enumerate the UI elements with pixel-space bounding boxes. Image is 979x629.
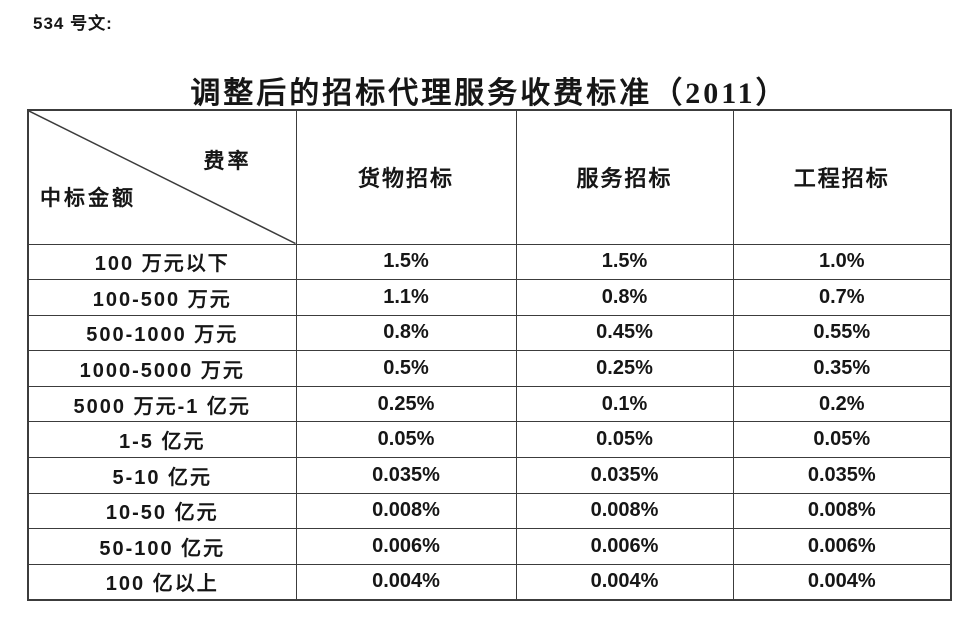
row-label: 500-1000 万元 xyxy=(27,314,297,352)
fee-value-cell: 1.5% xyxy=(295,243,517,281)
fee-value-cell: 0.004% xyxy=(515,563,734,601)
fee-value-cell: 0.008% xyxy=(295,492,517,530)
row-label: 1000-5000 万元 xyxy=(27,350,297,387)
fee-value-cell: 0.7% xyxy=(732,279,952,316)
row-label: 100 亿以上 xyxy=(27,563,297,601)
column-header: 工程招标 xyxy=(732,109,952,245)
row-label: 5000 万元-1 亿元 xyxy=(27,385,297,423)
fee-value-cell: 0.5% xyxy=(295,350,517,387)
table-row: 500-1000 万元 0.8% 0.45% 0.55% xyxy=(27,314,952,352)
fee-value-cell: 0.05% xyxy=(295,421,517,459)
table-row: 10-50 亿元 0.008% 0.008% 0.008% xyxy=(27,492,952,530)
fee-value-cell: 0.05% xyxy=(515,421,734,459)
column-header: 服务招标 xyxy=(515,109,734,245)
table-row: 100-500 万元 1.1% 0.8% 0.7% xyxy=(27,279,952,316)
table-row: 1000-5000 万元 0.5% 0.25% 0.35% xyxy=(27,350,952,387)
fee-value-cell: 0.8% xyxy=(515,279,734,316)
row-label: 50-100 亿元 xyxy=(27,528,297,565)
fee-value-cell: 0.006% xyxy=(732,528,952,565)
fee-value-cell: 0.035% xyxy=(732,457,952,494)
fee-value-cell: 0.004% xyxy=(295,563,517,601)
fee-value-cell: 0.1% xyxy=(515,385,734,423)
row-label: 10-50 亿元 xyxy=(27,492,297,530)
fee-value-cell: 0.006% xyxy=(295,528,517,565)
table-row: 50-100 亿元 0.006% 0.006% 0.006% xyxy=(27,528,952,565)
corner-cell: 费率 中标金额 xyxy=(27,109,297,245)
page-title: 调整后的招标代理服务收费标准（2011） xyxy=(190,77,789,111)
fee-value-cell: 0.008% xyxy=(515,492,734,530)
column-header: 货物招标 xyxy=(295,109,517,245)
fee-value-cell: 0.25% xyxy=(295,385,517,423)
fee-value-cell: 1.1% xyxy=(295,279,517,316)
diagonal-divider-line xyxy=(29,111,296,244)
fee-value-cell: 0.035% xyxy=(295,457,517,494)
doc-number: 534 号文: xyxy=(33,14,113,33)
fee-value-cell: 0.25% xyxy=(515,350,734,387)
table-row: 100 亿以上 0.004% 0.004% 0.004% xyxy=(27,563,952,601)
table-row: 5000 万元-1 亿元 0.25% 0.1% 0.2% xyxy=(27,385,952,423)
fee-value-cell: 0.35% xyxy=(732,350,952,387)
header-row: 费率 中标金额 货物招标 服务招标 工程招标 xyxy=(27,109,952,245)
fee-value-cell: 0.004% xyxy=(732,563,952,601)
row-label: 100 万元以下 xyxy=(27,243,297,281)
fee-value-cell: 0.55% xyxy=(732,314,952,352)
fee-value-cell: 0.8% xyxy=(295,314,517,352)
fee-value-cell: 0.006% xyxy=(515,528,734,565)
fee-value-cell: 1.0% xyxy=(732,243,952,281)
fee-value-cell: 0.2% xyxy=(732,385,952,423)
corner-label-bid-amount: 中标金额 xyxy=(40,186,136,210)
fee-value-cell: 0.05% xyxy=(732,421,952,459)
corner-label-rate: 费率 xyxy=(203,150,252,173)
row-label: 100-500 万元 xyxy=(27,279,297,316)
row-label: 5-10 亿元 xyxy=(27,457,297,494)
fee-value-cell: 0.45% xyxy=(515,314,734,352)
table-row: 100 万元以下 1.5% 1.5% 1.0% xyxy=(27,243,952,281)
fee-value-cell: 0.008% xyxy=(732,492,952,530)
fee-value-cell: 1.5% xyxy=(515,243,734,281)
table-body: 100 万元以下 1.5% 1.5% 1.0% 100-500 万元 1.1% 0.8% 0.… xyxy=(27,243,952,601)
fee-value-cell: 0.035% xyxy=(515,457,734,494)
row-label: 1-5 亿元 xyxy=(27,421,297,459)
fee-table: 费率 中标金额 货物招标 服务招标 工程招标 100 万元以下 1.5% 1.5% 1.0… xyxy=(27,109,952,601)
table-row: 1-5 亿元 0.05% 0.05% 0.05% xyxy=(27,421,952,459)
table-row: 5-10 亿元 0.035% 0.035% 0.035% xyxy=(27,457,952,494)
